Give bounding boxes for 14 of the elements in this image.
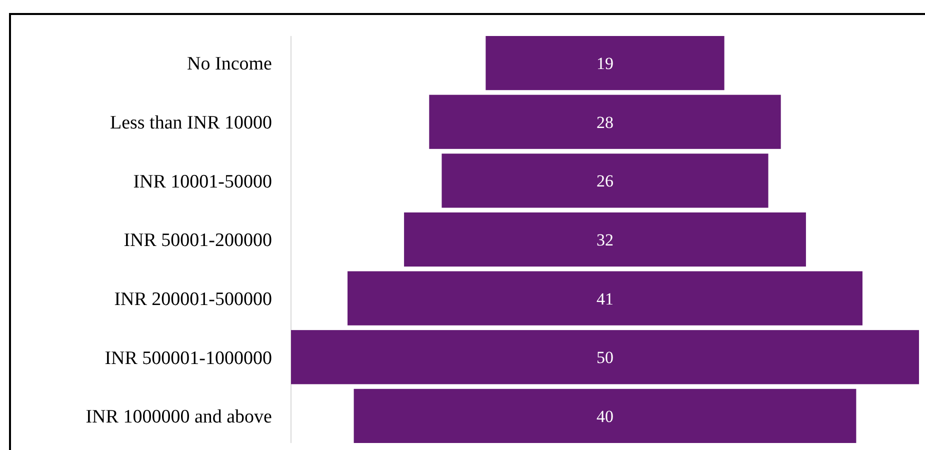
data-label: 41 [596,289,614,308]
data-label: 26 [596,172,614,191]
data-label: 19 [596,54,614,74]
category-label: Less than INR 10000 [110,112,272,134]
category-label: INR 200001-500000 [114,288,272,310]
category-label: No Income [187,54,272,75]
category-label: INR 50001-200000 [124,230,272,252]
category-label: INR 500001-1000000 [104,348,272,369]
data-label: 28 [596,112,614,132]
data-label: 32 [596,230,614,250]
data-label: 40 [596,406,614,426]
category-label: INR 1000000 and above [86,406,272,428]
category-label: INR 10001-50000 [133,171,272,192]
data-label: 50 [596,348,614,368]
